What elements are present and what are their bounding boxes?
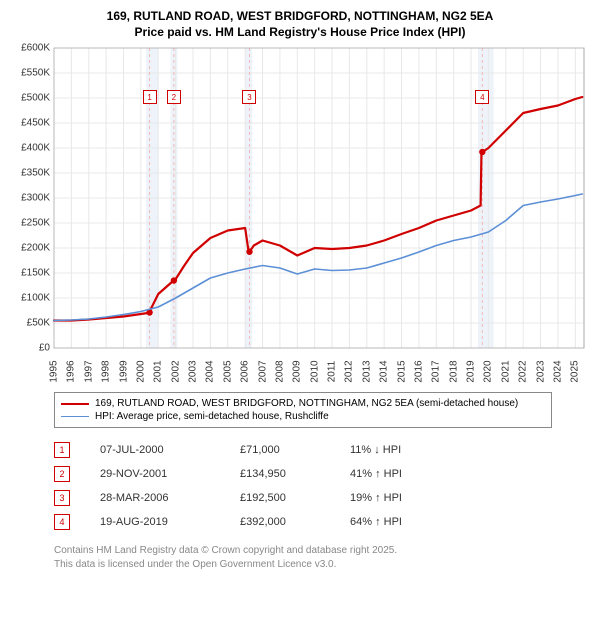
x-tick-label: 2014 <box>379 361 390 383</box>
x-tick-label: 1995 <box>49 361 60 383</box>
sale-row-marker: 2 <box>54 466 70 482</box>
x-tick-label: 2020 <box>483 361 494 383</box>
x-tick-label: 2010 <box>309 361 320 383</box>
legend-label: 169, RUTLAND ROAD, WEST BRIDGFORD, NOTTI… <box>95 398 518 409</box>
x-tick-label: 2024 <box>552 361 563 383</box>
x-tick-label: 1998 <box>101 361 112 383</box>
sale-row: 2 29-NOV-2001£134,95041% ↑ HPI <box>54 462 590 486</box>
sale-price: £192,500 <box>240 492 350 504</box>
x-tick-label: 2017 <box>431 361 442 383</box>
x-tick-label: 2005 <box>222 361 233 383</box>
sale-row: 3 28-MAR-2006£192,50019% ↑ HPI <box>54 486 590 510</box>
x-tick-label: 2021 <box>500 361 511 383</box>
sale-marker-4: 4 <box>475 90 489 104</box>
chart-svg <box>10 44 590 384</box>
x-tick-label: 1996 <box>66 361 77 383</box>
legend-item: 169, RUTLAND ROAD, WEST BRIDGFORD, NOTTI… <box>61 397 545 410</box>
x-tick-label: 2007 <box>257 361 268 383</box>
sale-date: 28-MAR-2006 <box>100 492 240 504</box>
x-tick-label: 2015 <box>396 361 407 383</box>
x-tick-label: 1999 <box>118 361 129 383</box>
x-tick-label: 2016 <box>413 361 424 383</box>
y-tick-label: £250K <box>10 218 50 229</box>
sale-row-marker: 1 <box>54 442 70 458</box>
sale-row: 4 19-AUG-2019£392,00064% ↑ HPI <box>54 510 590 534</box>
x-tick-label: 2023 <box>535 361 546 383</box>
sale-marker-1: 1 <box>143 90 157 104</box>
sale-row-marker: 4 <box>54 514 70 530</box>
legend-swatch <box>61 416 89 417</box>
footer-line-2: This data is licensed under the Open Gov… <box>54 558 590 572</box>
x-tick-label: 2022 <box>518 361 529 383</box>
y-tick-label: £150K <box>10 268 50 279</box>
x-tick-label: 2019 <box>466 361 477 383</box>
sale-row-marker: 3 <box>54 490 70 506</box>
y-tick-label: £600K <box>10 43 50 54</box>
legend-label: HPI: Average price, semi-detached house,… <box>95 411 329 422</box>
sale-date: 19-AUG-2019 <box>100 516 240 528</box>
x-tick-label: 2008 <box>274 361 285 383</box>
x-tick-label: 2001 <box>153 361 164 383</box>
footer: Contains HM Land Registry data © Crown c… <box>54 544 590 571</box>
footer-line-1: Contains HM Land Registry data © Crown c… <box>54 544 590 558</box>
y-tick-label: £200K <box>10 243 50 254</box>
x-tick-label: 2006 <box>240 361 251 383</box>
sale-diff: 11% ↓ HPI <box>350 444 470 456</box>
x-tick-label: 2011 <box>327 361 338 383</box>
sale-diff: 41% ↑ HPI <box>350 468 470 480</box>
sale-price: £71,000 <box>240 444 350 456</box>
x-tick-label: 2004 <box>205 361 216 383</box>
sale-diff: 64% ↑ HPI <box>350 516 470 528</box>
legend: 169, RUTLAND ROAD, WEST BRIDGFORD, NOTTI… <box>54 392 552 428</box>
chart-title: 169, RUTLAND ROAD, WEST BRIDGFORD, NOTTI… <box>10 8 590 40</box>
sale-date: 29-NOV-2001 <box>100 468 240 480</box>
x-tick-label: 2009 <box>292 361 303 383</box>
sale-diff: 19% ↑ HPI <box>350 492 470 504</box>
page: 169, RUTLAND ROAD, WEST BRIDGFORD, NOTTI… <box>0 0 600 581</box>
x-tick-label: 2012 <box>344 361 355 383</box>
y-tick-label: £500K <box>10 93 50 104</box>
x-tick-label: 2025 <box>570 361 581 383</box>
x-tick-label: 2000 <box>135 361 146 383</box>
sales-table: 1 07-JUL-2000£71,00011% ↓ HPI 2 29-NOV-2001… <box>54 438 590 534</box>
legend-swatch <box>61 403 89 405</box>
title-line-1: 169, RUTLAND ROAD, WEST BRIDGFORD, NOTTI… <box>10 8 590 24</box>
y-tick-label: £0 <box>10 343 50 354</box>
y-tick-label: £50K <box>10 318 50 329</box>
sale-price: £392,000 <box>240 516 350 528</box>
y-tick-label: £450K <box>10 118 50 129</box>
sale-marker-3: 3 <box>242 90 256 104</box>
title-line-2: Price paid vs. HM Land Registry's House … <box>10 24 590 40</box>
y-tick-label: £300K <box>10 193 50 204</box>
x-tick-label: 2018 <box>448 361 459 383</box>
x-tick-label: 2003 <box>188 361 199 383</box>
x-tick-label: 2002 <box>170 361 181 383</box>
y-tick-label: £400K <box>10 143 50 154</box>
legend-item: HPI: Average price, semi-detached house,… <box>61 410 545 423</box>
y-tick-label: £350K <box>10 168 50 179</box>
sale-row: 1 07-JUL-2000£71,00011% ↓ HPI <box>54 438 590 462</box>
chart: £0 £50K £100K £150K £200K £250K £300K £350K £400… <box>10 44 590 384</box>
y-tick-label: £100K <box>10 293 50 304</box>
x-tick-label: 2013 <box>361 361 372 383</box>
sale-marker-2: 2 <box>167 90 181 104</box>
x-tick-label: 1997 <box>83 361 94 383</box>
y-tick-label: £550K <box>10 68 50 79</box>
sale-price: £134,950 <box>240 468 350 480</box>
sale-date: 07-JUL-2000 <box>100 444 240 456</box>
